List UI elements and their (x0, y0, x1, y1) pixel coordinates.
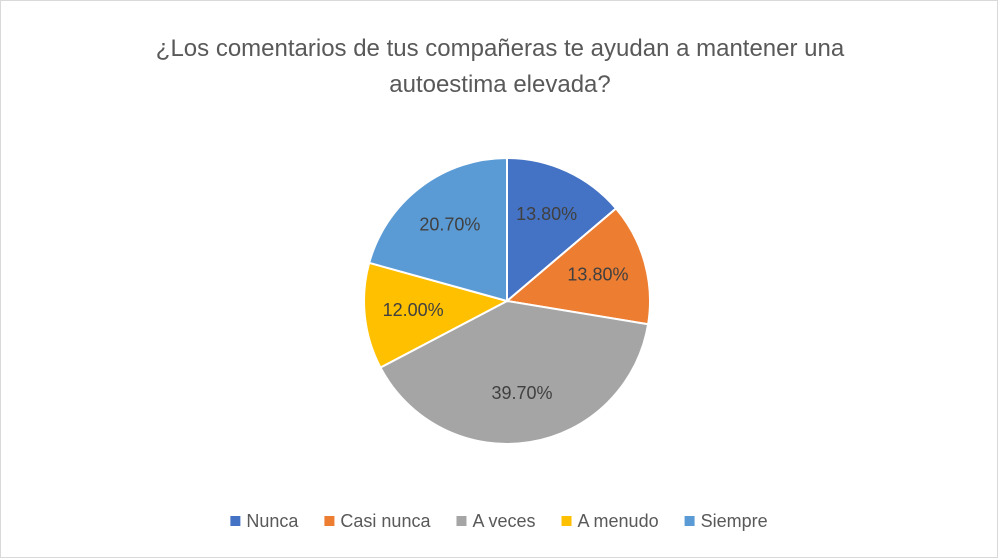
legend-swatch (561, 516, 572, 526)
legend-label: A menudo (578, 511, 659, 531)
legend-label: Siempre (701, 511, 768, 531)
legend-label: Casi nunca (340, 511, 431, 531)
pie-slice (379, 299, 650, 445)
chart-title: ¿Los comentarios de tus compañeras te ay… (155, 35, 845, 98)
legend-label: A veces (472, 511, 535, 531)
legend-swatch (684, 516, 695, 526)
data-label: 39.70% (492, 383, 553, 403)
legend-label: Nunca (246, 511, 299, 531)
legend-swatch (324, 516, 335, 526)
pie-slice (506, 156, 618, 304)
legend: Nunca Casi nunca A veces A menudo Siempre (230, 511, 768, 531)
data-label: 20.70% (419, 215, 480, 235)
data-label: 13.80% (567, 265, 628, 285)
pie-slice (504, 207, 651, 326)
data-label: 13.80% (516, 204, 577, 224)
legend-swatch (230, 516, 241, 526)
pie-slice (367, 156, 508, 303)
data-label: 12.00% (383, 300, 444, 320)
pie-slice (363, 261, 510, 369)
legend-swatch (456, 516, 467, 526)
